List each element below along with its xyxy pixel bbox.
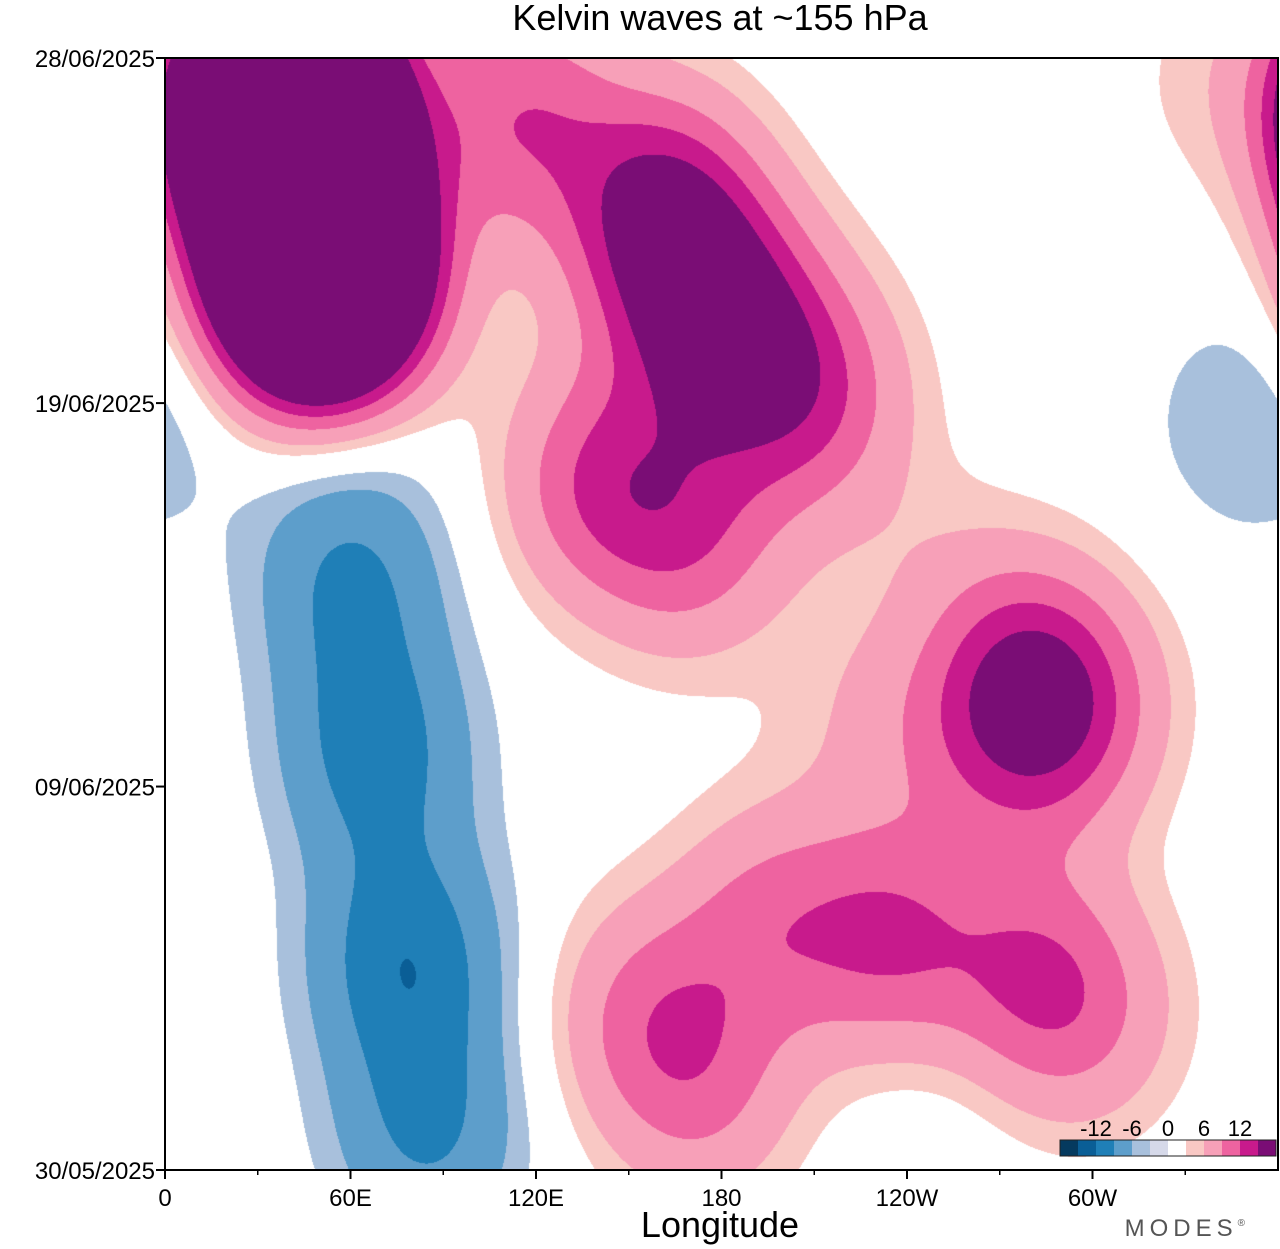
colorbar-label: 0	[1162, 1116, 1174, 1141]
wave-field	[165, 58, 1278, 1170]
colorbar-swatch	[1078, 1140, 1097, 1156]
colorbar-label: -12	[1080, 1116, 1112, 1141]
chart-title: Kelvin waves at ~155 hPa	[512, 0, 928, 38]
x-tick-label: 0	[158, 1185, 171, 1212]
colorbar-swatch	[1258, 1140, 1277, 1156]
y-tick-label: 19/06/2025	[35, 391, 155, 418]
colorbar-label: 6	[1198, 1116, 1210, 1141]
brand-name: MODES	[1125, 1215, 1238, 1242]
y-tick-label: 30/05/2025	[35, 1158, 155, 1185]
colorbar-swatch	[1168, 1140, 1187, 1156]
colorbar-swatch	[1222, 1140, 1241, 1156]
y-tick-label: 09/06/2025	[35, 775, 155, 802]
colorbar-label: -6	[1122, 1116, 1142, 1141]
colorbar-swatch	[1114, 1140, 1133, 1156]
colorbar: -12 -6 0 6 12	[1059, 1116, 1277, 1157]
x-axis-title: Longitude	[641, 1204, 799, 1245]
colorbar-swatch	[1204, 1140, 1223, 1156]
contour-fill-image	[165, 58, 1278, 1170]
x-tick-label: 180	[701, 1185, 741, 1212]
colorbar-swatch	[1096, 1140, 1115, 1156]
x-tick-label: 120E	[508, 1185, 564, 1212]
y-tick-label: 28/06/2025	[35, 46, 155, 73]
colorbar-swatch	[1240, 1140, 1259, 1156]
colorbar-frame	[1059, 1139, 1277, 1157]
colorbar-label: 12	[1228, 1116, 1252, 1141]
colorbar-swatch	[1150, 1140, 1169, 1156]
brand-logo: MODES®	[1125, 1215, 1250, 1242]
x-axis: 0 60E 120E 180 120W 60W	[158, 1170, 1186, 1212]
x-tick-label: 60E	[329, 1185, 372, 1212]
x-tick-label: 60W	[1068, 1185, 1118, 1212]
brand-mark: ®	[1238, 1218, 1250, 1229]
colorbar-swatch	[1060, 1140, 1079, 1156]
y-axis: 30/05/2025 09/06/2025 19/06/2025 28/06/2025	[35, 46, 165, 1185]
colorbar-swatch	[1186, 1140, 1205, 1156]
colorbar-swatch	[1132, 1140, 1151, 1156]
x-tick-label: 120W	[876, 1185, 939, 1212]
